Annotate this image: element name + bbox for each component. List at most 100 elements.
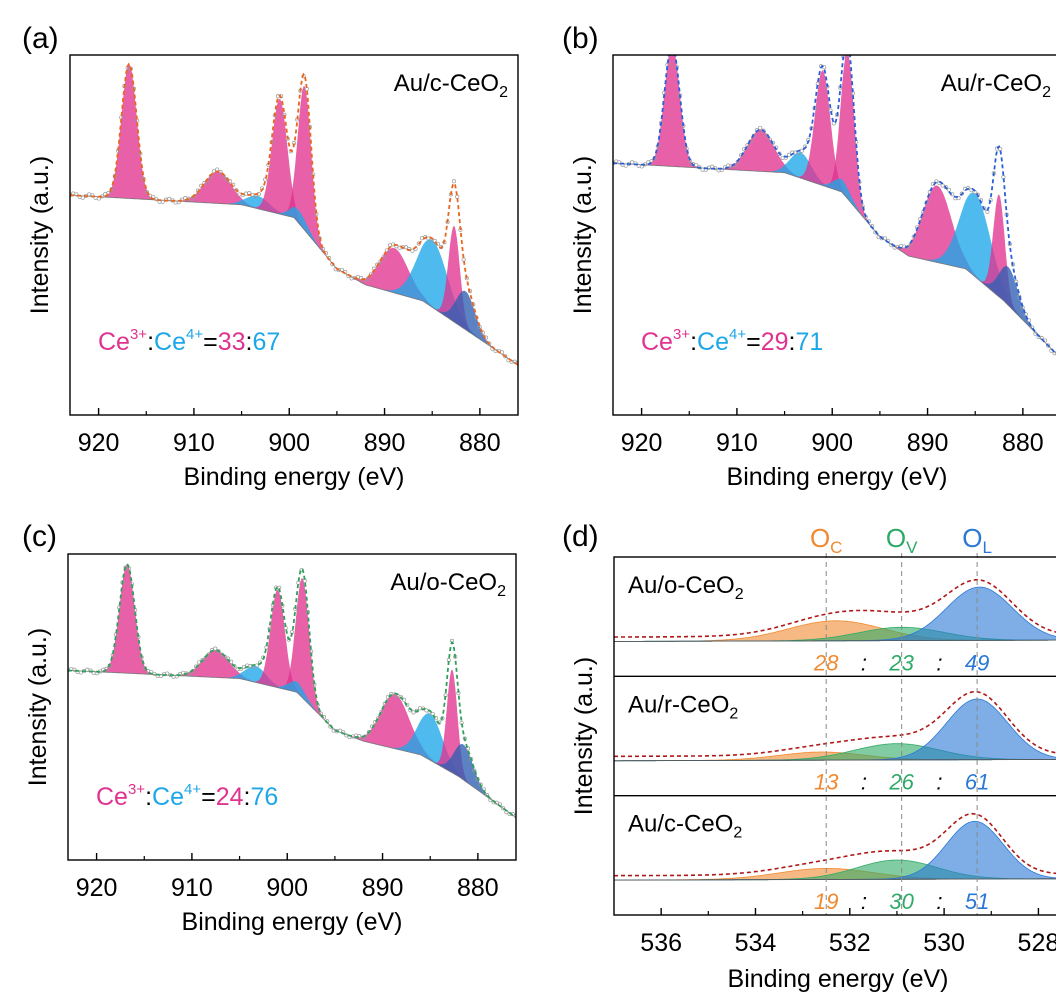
ratio-equals: = xyxy=(201,783,216,811)
data-point xyxy=(109,187,114,192)
sample-text: Au/c-CeO xyxy=(394,70,499,97)
x-tick-label: 910 xyxy=(716,429,758,457)
y-axis-label: Intensity (a.u.) xyxy=(26,156,54,314)
data-point xyxy=(1046,343,1051,348)
sample-subscript: 2 xyxy=(497,583,506,600)
plot-frame xyxy=(613,556,1056,916)
ce4-value: 76 xyxy=(250,783,278,811)
x-tick-label: 880 xyxy=(459,429,501,457)
sample-name: Au/o-CeO2 xyxy=(390,569,506,600)
ratio-colon: : xyxy=(936,889,942,914)
data-point xyxy=(304,87,309,92)
data-point xyxy=(189,196,194,202)
data-point xyxy=(467,289,473,294)
peak-ce4-7 xyxy=(613,163,1056,354)
data-point xyxy=(1017,294,1022,299)
fit-envelope xyxy=(614,690,1056,758)
ratio-colon: : xyxy=(244,783,251,811)
data-point xyxy=(80,195,85,200)
data-point xyxy=(465,746,471,751)
ratio-colon: : xyxy=(145,783,152,811)
data-point xyxy=(78,670,83,675)
sample-name: Au/c-CeO2 xyxy=(628,811,742,842)
data-point xyxy=(1033,331,1038,336)
x-tick-label: 920 xyxy=(78,429,120,457)
panel-label: (c) xyxy=(22,520,57,553)
x-tick-label: 900 xyxy=(266,874,308,902)
data-point xyxy=(761,128,766,133)
baseline xyxy=(613,162,1056,355)
x-tick-label: 920 xyxy=(76,874,118,902)
x-tick-label: 890 xyxy=(364,429,406,457)
fit-envelope xyxy=(68,563,516,819)
ce4-sup: 4+ xyxy=(186,326,203,343)
data-point xyxy=(758,125,763,130)
data-point xyxy=(451,179,457,184)
data-point xyxy=(786,152,792,157)
baseline xyxy=(68,670,516,818)
data-point xyxy=(487,341,492,346)
data-point xyxy=(142,665,147,671)
data-point xyxy=(845,40,848,43)
data-point xyxy=(373,720,378,725)
data-point xyxy=(264,645,269,650)
ce-ratio: Ce3+:Ce4+=33:67 xyxy=(98,326,280,356)
data-point xyxy=(956,196,961,201)
panel-label: (b) xyxy=(562,22,599,55)
data-point xyxy=(365,277,370,282)
data-point xyxy=(381,254,386,260)
ce4-sup: 4+ xyxy=(729,326,746,343)
sample-subscript: 2 xyxy=(735,586,744,603)
plot-area xyxy=(613,40,1056,356)
sample-subscript: 2 xyxy=(729,705,738,722)
data-point xyxy=(357,734,362,739)
data-point xyxy=(296,580,301,585)
data-point xyxy=(382,701,387,706)
peak-ce4-7 xyxy=(68,670,516,818)
ce-ratio: Ce3+:Ce4+=29:71 xyxy=(641,326,823,356)
ce4-sup: 4+ xyxy=(184,781,201,798)
x-tick-label: 534 xyxy=(735,929,777,957)
ce3-value: 24 xyxy=(216,783,244,811)
data-point xyxy=(1026,318,1032,323)
ce3-sup: 3+ xyxy=(128,781,145,798)
data-point xyxy=(623,163,628,168)
data-point xyxy=(200,658,205,663)
baseline xyxy=(614,639,1056,642)
ratio-value-ov: 30 xyxy=(889,889,914,914)
data-point xyxy=(831,121,836,126)
plot-frame xyxy=(612,54,1056,416)
data-point xyxy=(1023,312,1028,317)
ce4-value: 67 xyxy=(252,328,280,356)
ce3-label: Ce xyxy=(96,783,128,811)
x-tick-label: 890 xyxy=(907,429,949,457)
data-point xyxy=(160,199,165,204)
x-tick-label: 900 xyxy=(268,429,310,457)
data-point xyxy=(72,667,77,672)
data-point xyxy=(472,768,477,773)
data-point xyxy=(485,793,490,798)
data-point xyxy=(152,671,157,676)
x-tick-label: 910 xyxy=(171,874,213,902)
baseline xyxy=(70,194,518,366)
component-label: OC xyxy=(810,523,843,557)
ratio-colon: : xyxy=(690,328,697,356)
ratio-colon: : xyxy=(246,328,253,356)
x-tick-label: 920 xyxy=(621,429,663,457)
data-point xyxy=(366,730,371,735)
ce4-label: Ce xyxy=(154,328,186,356)
plot-frame xyxy=(69,54,519,416)
ratio-colon: : xyxy=(789,328,796,356)
data-point xyxy=(384,248,389,253)
data-point xyxy=(966,186,971,191)
ce3-value: 33 xyxy=(218,328,246,356)
x-axis-label: Binding energy (eV) xyxy=(182,908,403,936)
x-tick-label: 910 xyxy=(173,429,215,457)
ce4-label: Ce xyxy=(152,783,184,811)
ce4-label: Ce xyxy=(697,328,729,356)
fit-envelope xyxy=(70,63,518,366)
data-point xyxy=(74,192,79,197)
data-point xyxy=(167,196,172,201)
sample-text: Au/r-CeO xyxy=(628,691,729,718)
